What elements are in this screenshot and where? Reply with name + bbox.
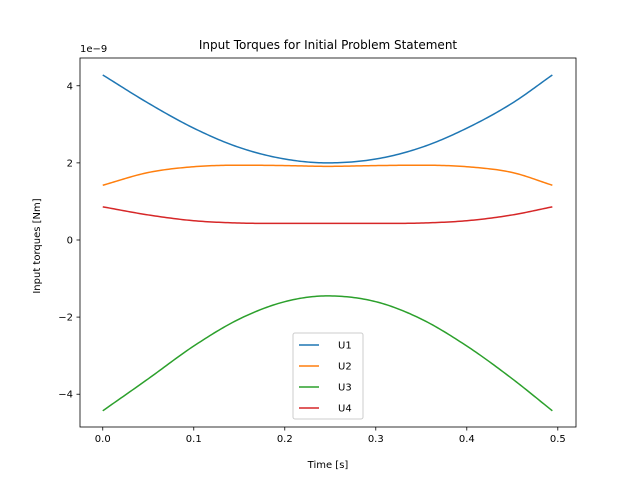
y-tick-label: 2 — [67, 158, 73, 169]
x-tick-label: 0.4 — [459, 434, 475, 445]
x-tick-label: 0.5 — [550, 434, 566, 445]
x-tick-label: 0.0 — [95, 434, 111, 445]
legend-label-u1: U1 — [338, 341, 352, 352]
x-tick-label: 0.2 — [277, 434, 293, 445]
legend-box — [292, 332, 364, 420]
x-tick-label: 0.3 — [368, 434, 384, 445]
legend-label-u3: U3 — [338, 383, 352, 394]
x-ticks: 0.0 0.1 0.2 0.3 0.4 0.5 — [95, 427, 566, 445]
series-line-u2 — [102, 164, 553, 186]
x-axis-label: Time [s] — [307, 460, 349, 471]
y-axis-label: Input torques [Nm] — [32, 198, 43, 293]
series-line-u3 — [102, 295, 553, 412]
y-tick-label: 4 — [67, 81, 73, 92]
y-tick-label: −2 — [58, 313, 73, 324]
legend-label-u2: U2 — [338, 362, 352, 373]
series-lines — [102, 74, 553, 412]
series-line-u1 — [102, 74, 553, 164]
y-tick-label: 0 — [67, 235, 73, 246]
y-tick-label: −4 — [58, 390, 73, 401]
y-offset-label: 1e−9 — [80, 44, 107, 55]
x-tick-label: 0.1 — [186, 434, 202, 445]
chart-title: Input Torques for Initial Problem Statem… — [199, 38, 458, 52]
plot-area-frame — [79, 57, 577, 428]
legend-label-u4: U4 — [338, 404, 352, 415]
y-ticks: −4 −2 0 2 4 — [58, 81, 80, 401]
series-line-u4 — [102, 206, 553, 225]
legend: U1 U2 U3 U4 — [292, 332, 364, 420]
